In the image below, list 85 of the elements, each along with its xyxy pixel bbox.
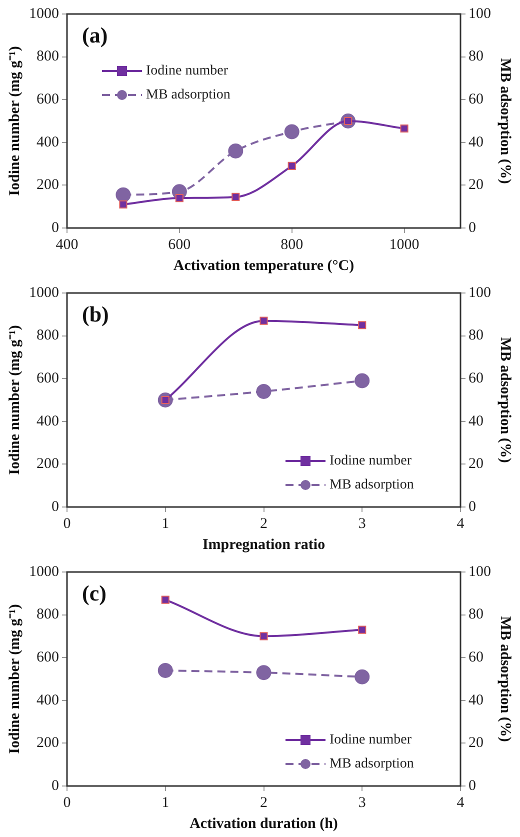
x-tick-label: 800 [280,236,304,253]
y-tick-label: 400 [36,692,59,708]
x-tick-label: 2 [260,794,268,811]
y2-tick-label: 20 [468,735,484,752]
x-axis-title: Activation duration (h) [190,816,338,832]
point [161,596,170,604]
y2-tick-label: 80 [468,328,484,344]
y-tick-label: 400 [36,134,59,150]
point [400,124,408,133]
y2-tick-label: 20 [468,177,484,194]
y-tick-label: 600 [36,92,59,108]
x-tick-label: 4 [456,794,465,811]
point [358,321,366,330]
y2-tick-label: 80 [468,48,484,65]
y-tick-label: 200 [36,177,59,194]
y2-tick-label: 100 [468,6,491,22]
y2-axis-title: MB adsorption (%) [497,58,514,184]
x-tick-label: 3 [358,794,366,811]
y2-tick-label: 0 [468,220,476,236]
point [256,665,272,680]
y-tick-label: 0 [52,220,59,236]
y2-tick-label: 40 [468,413,484,430]
point [284,124,300,140]
y2-tick-label: 0 [468,498,476,515]
point [256,384,272,399]
legend-label: Iodine number [330,454,412,469]
y-tick-label: 800 [36,48,59,65]
y-tick-label: 200 [36,735,59,752]
y2-tick-label: 0 [468,778,476,794]
y-tick-label: 800 [36,328,59,344]
x-tick-label: 1000 [389,236,420,253]
x-tick-label: 600 [168,236,191,253]
y2-axis-title: MB adsorption (%) [497,616,514,742]
y-axis-title: Iodine number (mg g⁻¹) [6,325,23,475]
y2-tick-label: 100 [468,564,491,580]
x-tick-label: 0 [63,794,71,811]
y-tick-label: 0 [52,498,59,515]
x-axis-title: Impregnation ratio [202,536,326,553]
annotation: (a) [82,22,108,48]
y2-tick-label: 60 [468,92,484,108]
y2-axis-title: MB adsorption (%) [497,337,514,463]
y-axis-title: Iodine number (mg g⁻¹) [6,604,23,754]
point [158,662,173,678]
x-tick-label: 2 [260,516,268,532]
point [260,632,268,640]
point [175,194,184,202]
x-tick-label: 0 [63,516,71,532]
y2-tick-label: 100 [468,284,491,301]
legend-label: MB adsorption [146,88,230,103]
x-tick-label: 1 [162,794,170,811]
point [260,316,268,325]
x-tick-label: 1 [162,516,170,532]
x-tick-label: 3 [358,516,366,532]
legend-label: Iodine number [146,64,228,79]
y-tick-label: 1000 [29,284,59,301]
y-tick-label: 1000 [29,564,59,580]
point [288,162,296,170]
y-tick-label: 800 [36,606,59,623]
x-axis-title: Activation temperature (°C) [173,258,354,274]
x-tick-label: 4 [456,516,465,532]
point [354,373,370,388]
y-tick-label: 600 [36,370,59,387]
legend-label: MB adsorption [330,478,414,493]
y2-tick-label: 60 [468,370,484,387]
y-tick-label: 400 [36,413,59,430]
y2-tick-label: 20 [468,456,484,472]
point [119,200,128,208]
y-axis-title: Iodine number (mg g⁻¹) [6,46,23,196]
point [116,187,131,202]
y2-tick-label: 40 [468,134,484,150]
point [354,669,370,684]
y2-tick-label: 40 [468,692,484,708]
y-tick-label: 600 [36,650,59,666]
point [232,192,240,202]
legend-label: Iodine number [330,732,412,748]
point [228,143,244,158]
legend-label: MB adsorption [330,756,414,772]
annotation: (b) [82,302,109,327]
y-tick-label: 0 [52,778,59,794]
y-tick-label: 200 [36,456,59,472]
y2-tick-label: 80 [468,606,484,623]
y-tick-label: 1000 [29,6,59,22]
annotation: (c) [82,580,106,606]
point [358,626,366,634]
y2-tick-label: 60 [468,650,484,666]
